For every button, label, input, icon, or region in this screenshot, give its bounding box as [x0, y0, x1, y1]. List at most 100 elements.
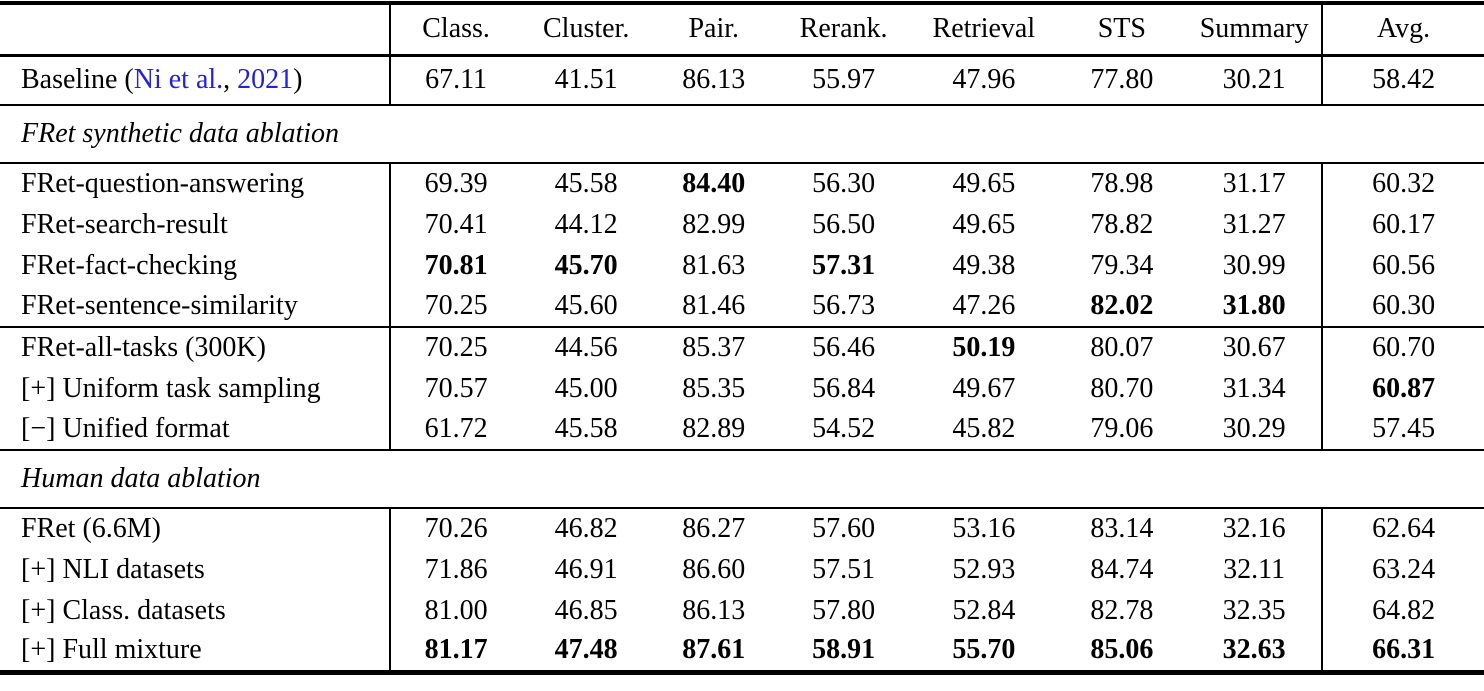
table-row: FRet-fact-checking 70.81 45.70 81.63 57.31 49… — [0, 245, 1484, 286]
value-cell: 80.07 — [1090, 332, 1154, 363]
row-group: Baseline (Ni et al., 2021) 67.11 41.51 86.1… — [0, 55, 1484, 105]
row-label: FRet-search-result — [21, 208, 228, 240]
value-cell: 85.37 — [682, 332, 746, 363]
section-title: Human data ablation — [21, 463, 261, 494]
value-cell: 58.91 — [812, 634, 876, 666]
table-row: [+] Full mixture 81.17 47.48 87.61 58.91 55.7… — [0, 631, 1484, 672]
row-label: [+] Uniform task sampling — [21, 372, 321, 404]
value-cell: 61.72 — [389, 409, 521, 450]
value-cell: 45.58 — [554, 413, 618, 444]
value-cell: 78.82 — [1090, 208, 1154, 240]
row-group: FRet (6.6M) 70.26 46.82 86.27 57.60 53.16 83.1… — [0, 508, 1484, 672]
value-cell: 86.27 — [682, 513, 746, 544]
table-row: FRet (6.6M) 70.26 46.82 86.27 57.60 53.16 83.1… — [0, 508, 1484, 549]
citation-link[interactable]: 2021 — [237, 64, 294, 96]
value-cell: 57.60 — [812, 513, 876, 544]
value-cell: 79.06 — [1090, 413, 1154, 444]
value-cell: 57.31 — [812, 249, 876, 281]
header-cell-cluster: Cluster. — [542, 13, 630, 45]
header-row: Class. Cluster. Pair. Rerank. Retrieval … — [0, 3, 1484, 55]
value-cell: 45.82 — [952, 413, 1016, 444]
value-cell: 47.26 — [952, 290, 1016, 321]
row-label: [+] Class. datasets — [21, 594, 226, 626]
table-row: FRet-all-tasks (300K) 70.25 44.56 85.37 56.4… — [0, 327, 1484, 368]
value-cell: 86.60 — [682, 553, 746, 585]
value-cell: 47.48 — [554, 634, 618, 666]
value-cell: 30.29 — [1222, 413, 1286, 444]
value-cell: 62.64 — [1321, 508, 1484, 549]
value-cell: 57.51 — [812, 553, 876, 585]
value-cell: 30.67 — [1222, 332, 1286, 363]
value-cell: 81.17 — [389, 631, 521, 672]
section-header-row: FRet synthetic data ablation — [0, 105, 1484, 163]
value-cell: 67.11 — [389, 55, 521, 105]
value-cell: 79.34 — [1090, 249, 1154, 281]
row-group: FRet-all-tasks (300K) 70.25 44.56 85.37 56.4… — [0, 327, 1484, 450]
value-cell: 60.32 — [1321, 163, 1484, 204]
label-text: , — [223, 64, 238, 96]
table-row: [+] Uniform task sampling 70.57 45.00 85.35… — [0, 368, 1484, 409]
table-row: [+] NLI datasets 71.86 46.91 86.60 57.51 52.9… — [0, 549, 1484, 590]
value-cell: 46.91 — [554, 553, 618, 585]
row-label: [+] NLI datasets — [21, 553, 205, 585]
value-cell: 45.70 — [554, 249, 618, 281]
value-cell: 46.85 — [554, 594, 618, 626]
value-cell: 31.34 — [1222, 372, 1286, 404]
row-label: [+] Full mixture — [21, 634, 202, 666]
value-cell: 54.52 — [812, 413, 876, 444]
value-cell: 56.73 — [812, 290, 876, 321]
value-cell: 70.41 — [389, 204, 521, 245]
value-cell: 30.21 — [1222, 64, 1286, 96]
value-cell: 86.13 — [682, 64, 746, 96]
header-cell-avg: Avg. — [1321, 3, 1484, 55]
value-cell: 71.86 — [389, 549, 521, 590]
value-cell: 49.38 — [952, 249, 1016, 281]
value-cell: 77.80 — [1090, 64, 1154, 96]
header-cell-class: Class. — [389, 3, 521, 55]
value-cell: 69.39 — [389, 163, 521, 204]
header-cell-empty — [0, 3, 390, 55]
value-cell: 53.16 — [952, 513, 1016, 544]
row-label: FRet-fact-checking — [21, 249, 238, 281]
value-cell: 32.35 — [1222, 594, 1286, 626]
row-label: Baseline (Ni et al., 2021) — [0, 55, 390, 105]
header-cell-summary: Summary — [1199, 13, 1309, 45]
table-row: FRet-question-answering 69.39 45.58 84.40 56… — [0, 163, 1484, 204]
value-cell: 80.70 — [1090, 372, 1154, 404]
value-cell: 84.40 — [682, 168, 746, 199]
citation-link[interactable]: Ni et al. — [133, 64, 224, 96]
value-cell: 47.96 — [952, 64, 1016, 96]
section-title: FRet synthetic data ablation — [21, 118, 340, 149]
value-cell: 85.06 — [1090, 634, 1154, 666]
value-cell: 57.45 — [1321, 409, 1484, 450]
table-header: Class. Cluster. Pair. Rerank. Retrieval … — [0, 3, 1484, 55]
value-cell: 70.57 — [389, 368, 521, 409]
value-cell: 83.14 — [1090, 513, 1154, 544]
value-cell: 78.98 — [1090, 168, 1154, 199]
value-cell: 49.65 — [952, 168, 1016, 199]
row-label: FRet-all-tasks (300K) — [21, 332, 266, 363]
value-cell: 44.56 — [554, 332, 618, 363]
value-cell: 31.17 — [1222, 168, 1286, 199]
table-row: FRet-search-result 70.41 44.12 82.99 56.50 49… — [0, 204, 1484, 245]
row-label: FRet-sentence-similarity — [21, 290, 298, 321]
header-cell-rerank: Rerank. — [799, 13, 888, 45]
table-row: [+] Class. datasets 81.00 46.85 86.13 57.80 5… — [0, 590, 1484, 631]
table-row: FRet-sentence-similarity 70.25 45.60 81.46 5… — [0, 286, 1484, 327]
table-row: Baseline (Ni et al., 2021) 67.11 41.51 86.1… — [0, 55, 1484, 105]
value-cell: 55.97 — [812, 64, 876, 96]
value-cell: 70.25 — [389, 327, 521, 368]
value-cell: 50.19 — [952, 332, 1016, 363]
value-cell: 58.42 — [1321, 55, 1484, 105]
value-cell: 32.16 — [1222, 513, 1286, 544]
value-cell: 87.61 — [682, 634, 746, 666]
value-cell: 60.30 — [1321, 286, 1484, 327]
value-cell: 66.31 — [1321, 631, 1484, 672]
value-cell: 32.63 — [1222, 634, 1286, 666]
value-cell: 81.00 — [389, 590, 521, 631]
value-cell: 55.70 — [952, 634, 1016, 666]
value-cell: 31.80 — [1222, 290, 1286, 321]
value-cell: 52.93 — [952, 553, 1016, 585]
value-cell: 60.70 — [1321, 327, 1484, 368]
